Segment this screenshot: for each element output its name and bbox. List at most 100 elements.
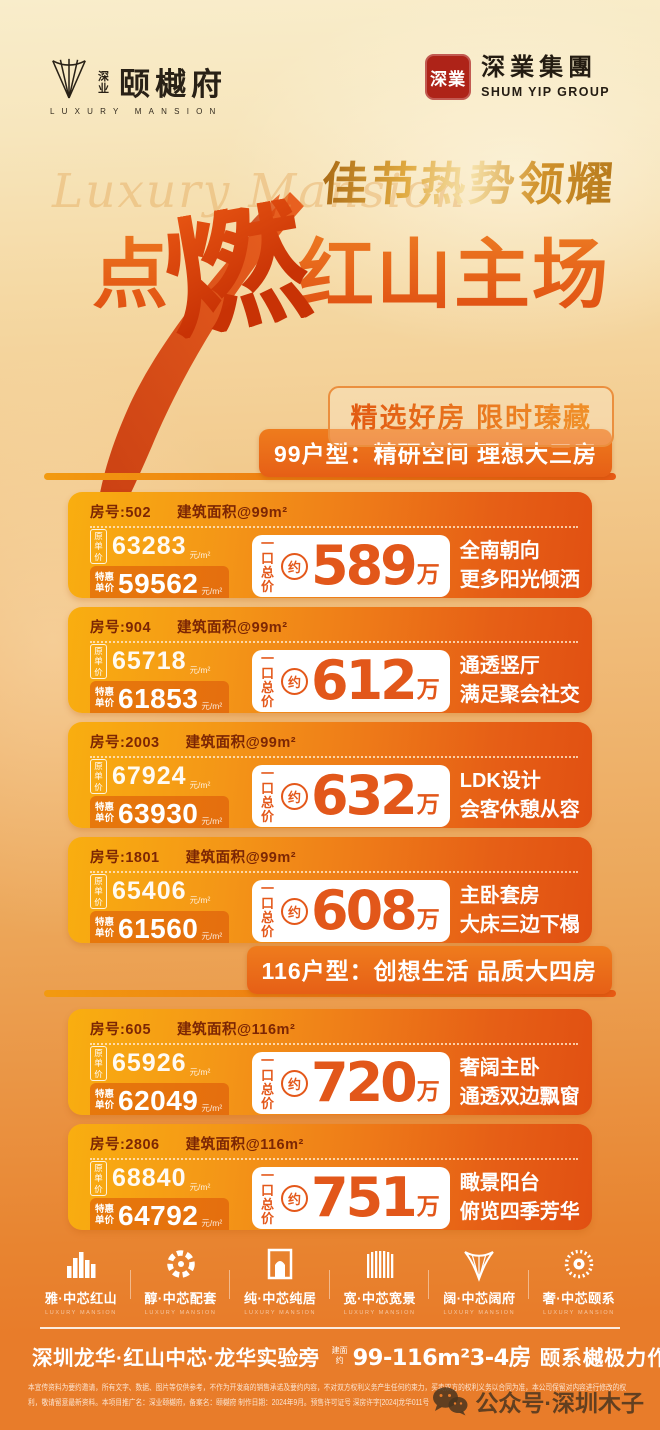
price-unit: 元/m² bbox=[201, 930, 223, 941]
listing-card: 房号:2003 建筑面积@99m² 原单价 67924 元/m² bbox=[68, 722, 592, 828]
card-header: 房号:2003 建筑面积@99m² bbox=[90, 731, 578, 752]
original-price-tag: 原单价 bbox=[90, 1046, 107, 1081]
area-label: 建筑面积@99m² bbox=[185, 735, 297, 751]
cards-group-99: 房号:502 建筑面积@99m² 原单价 63283 元/m² bbox=[44, 492, 616, 943]
unit-prices: 原单价 68840 元/m² 特惠 单价 64792 元/m² bbox=[90, 1161, 252, 1230]
unit-prices: 原单价 63283 元/m² 特惠 单价 59562 元/m² bbox=[90, 529, 252, 598]
room-number: 房号:2003 bbox=[90, 735, 160, 751]
amenity-item: 奢·中芯颐系 LUXURY MANSION bbox=[527, 1246, 626, 1316]
dotted-divider bbox=[90, 526, 578, 528]
total-price-box: 一口总价 约 632 万 bbox=[252, 765, 450, 827]
amenity-item: 阔·中芯阔府 LUXURY MANSION bbox=[428, 1246, 526, 1316]
tagline: 颐系樾极力作 bbox=[539, 1347, 660, 1370]
dotted-divider bbox=[90, 871, 578, 873]
promo-badge-text: 精选好房 限时瑧藏 bbox=[350, 403, 592, 433]
room-number: 房号:904 bbox=[90, 620, 152, 636]
original-price-tag: 原单价 bbox=[90, 1161, 107, 1196]
brand-small-label: 深业 bbox=[98, 70, 109, 96]
group-name: 深業集團 bbox=[481, 55, 598, 82]
price-unit: 元/m² bbox=[201, 1102, 223, 1113]
card-header: 房号:2806 建筑面积@116m² bbox=[90, 1133, 578, 1154]
special-price-row: 特惠 单价 64792 元/m² bbox=[90, 1197, 230, 1230]
original-price-row: 原单价 65406 元/m² bbox=[90, 874, 252, 909]
original-price-value: 65718 bbox=[112, 647, 187, 675]
section-header-116: 116户型：创想生活 品质大四房 bbox=[44, 946, 616, 999]
title-rest: 红山主场 bbox=[298, 213, 610, 323]
price-unit: 元/m² bbox=[201, 585, 223, 596]
special-price-tag: 特惠 单价 bbox=[95, 801, 115, 824]
area-label: 建筑面积@116m² bbox=[185, 1137, 304, 1153]
brush-stroke-graphic bbox=[78, 192, 304, 578]
special-price-row: 特惠 单价 63930 元/m² bbox=[90, 795, 230, 828]
dotted-divider bbox=[90, 756, 578, 758]
listing-card: 房号:502 建筑面积@99m² 原单价 63283 元/m² bbox=[68, 492, 592, 598]
wechat-account-row: 公众号·深圳木子 bbox=[432, 1384, 644, 1418]
room-number: 房号:502 bbox=[90, 505, 152, 521]
special-price-row: 特惠 单价 59562 元/m² bbox=[90, 565, 230, 598]
project-name: 颐樾府 bbox=[119, 67, 227, 102]
project-name-en: LUXURY MANSION bbox=[50, 107, 223, 116]
dotted-divider bbox=[90, 641, 578, 643]
ginkgo-fan-icon bbox=[52, 58, 86, 99]
room-number: 房号:2806 bbox=[90, 1137, 160, 1153]
original-price-value: 63283 bbox=[112, 532, 187, 560]
original-price-value: 65926 bbox=[112, 1049, 187, 1077]
wan-unit: 万 bbox=[416, 561, 440, 587]
footer-divider bbox=[40, 1327, 620, 1329]
amenity-item: 纯·中芯纯居 LUXURY MANSION bbox=[229, 1246, 327, 1316]
header-logos: 深业 颐樾府 LUXURY MANSION 深業 深業集團 SHUM YIP G… bbox=[0, 0, 660, 116]
unit-prices: 原单价 67924 元/m² 特惠 单价 63930 元/m² bbox=[90, 759, 252, 828]
total-price-label: 一口总价 bbox=[261, 766, 275, 825]
room-number: 房号:605 bbox=[90, 1022, 152, 1038]
area-spec: 99-116m²3-4房 bbox=[352, 1345, 532, 1371]
original-price-value: 65406 bbox=[112, 877, 187, 905]
area-label: 建筑面积@116m² bbox=[177, 1022, 296, 1038]
original-price-row: 原单价 67924 元/m² bbox=[90, 759, 252, 794]
total-price-box: 一口总价 约 608 万 bbox=[252, 880, 450, 942]
unit-prices: 原单价 65926 元/m² 特惠 单价 62049 元/m² bbox=[90, 1046, 252, 1115]
price-unit: 元/m² bbox=[189, 664, 211, 675]
wan-unit: 万 bbox=[416, 1078, 440, 1104]
red-seal-icon: 深業 bbox=[425, 54, 472, 100]
card-body: 原单价 68840 元/m² 特惠 单价 64792 元/m² bbox=[90, 1161, 580, 1230]
feature-text: 奢阔主卧 通透双边飘窗 bbox=[459, 1057, 580, 1108]
wechat-icon bbox=[433, 1387, 468, 1416]
hero-title-block: Luxury Mansion 佳节热势领耀 点 燃 红山主场 精选好房 限时瑧藏 bbox=[0, 142, 660, 447]
disclaimer: 本宣传资料为要约邀请，所有文字、数据、图片等仅供参考，不作为开发商的销售承诺及要… bbox=[0, 1372, 660, 1411]
wan-unit: 万 bbox=[416, 1193, 440, 1219]
hero-main-title: 点 燃 红山主场 bbox=[92, 174, 610, 362]
footer-section: 雅·中芯红山 LUXURY MANSION 醇·中芯配套 LUXURY MANS… bbox=[0, 1232, 660, 1430]
group-name-en: SHUM YIP GROUP bbox=[481, 84, 610, 99]
doorway-icon bbox=[267, 1248, 293, 1280]
total-price-value: 612 bbox=[311, 649, 418, 712]
feature-text: 主卧套房 大床三边下榻 bbox=[459, 885, 580, 936]
hero-subtitle: 佳节热势领耀 bbox=[319, 148, 619, 214]
card-body: 原单价 65718 元/m² 特惠 单价 61853 元/m² bbox=[90, 644, 580, 713]
card-header: 房号:1801 建筑面积@99m² bbox=[90, 846, 578, 867]
special-price-tag: 特惠 单价 bbox=[95, 1203, 115, 1226]
original-price-tag: 原单价 bbox=[90, 529, 107, 564]
fan-leaf-icon bbox=[464, 1251, 495, 1282]
approx-circle-label: 约 bbox=[281, 782, 308, 810]
special-price-value: 61560 bbox=[118, 912, 199, 943]
original-price-tag: 原单价 bbox=[90, 759, 107, 794]
room-number: 房号:1801 bbox=[90, 850, 160, 866]
address-bar: 深圳龙华·红山中芯·龙华实验旁 建面 约 99-116m²3-4房 颐系樾极力作 bbox=[0, 1329, 660, 1372]
original-price-row: 原单价 68840 元/m² bbox=[90, 1161, 252, 1196]
area-mini-label: 建面 约 bbox=[331, 1346, 348, 1365]
unit-prices: 原单价 65718 元/m² 特惠 单价 61853 元/m² bbox=[90, 644, 252, 713]
original-price-tag: 原单价 bbox=[90, 644, 107, 679]
special-price-value: 64792 bbox=[118, 1199, 199, 1230]
approx-circle-label: 约 bbox=[281, 897, 308, 925]
price-unit: 元/m² bbox=[189, 1066, 211, 1077]
title-char-dian: 点 bbox=[92, 213, 168, 323]
special-price-tag: 特惠 单价 bbox=[95, 916, 115, 939]
original-price-value: 67924 bbox=[112, 762, 187, 790]
card-body: 原单价 65926 元/m² 特惠 单价 62049 元/m² bbox=[90, 1046, 580, 1115]
price-unit: 元/m² bbox=[201, 700, 223, 711]
special-price-row: 特惠 单价 62049 元/m² bbox=[90, 1082, 230, 1115]
disclaimer-line-2: 利，敬请留意最新资料。本项目推广名：深业颐樾府，备案名：颐樾府 制作日期：202… bbox=[28, 1397, 430, 1407]
title-char-ran-calligraphy: 燃 bbox=[150, 173, 320, 363]
approx-circle-label: 约 bbox=[281, 1069, 308, 1097]
promo-badge: 精选好房 限时瑧藏 bbox=[328, 386, 614, 447]
